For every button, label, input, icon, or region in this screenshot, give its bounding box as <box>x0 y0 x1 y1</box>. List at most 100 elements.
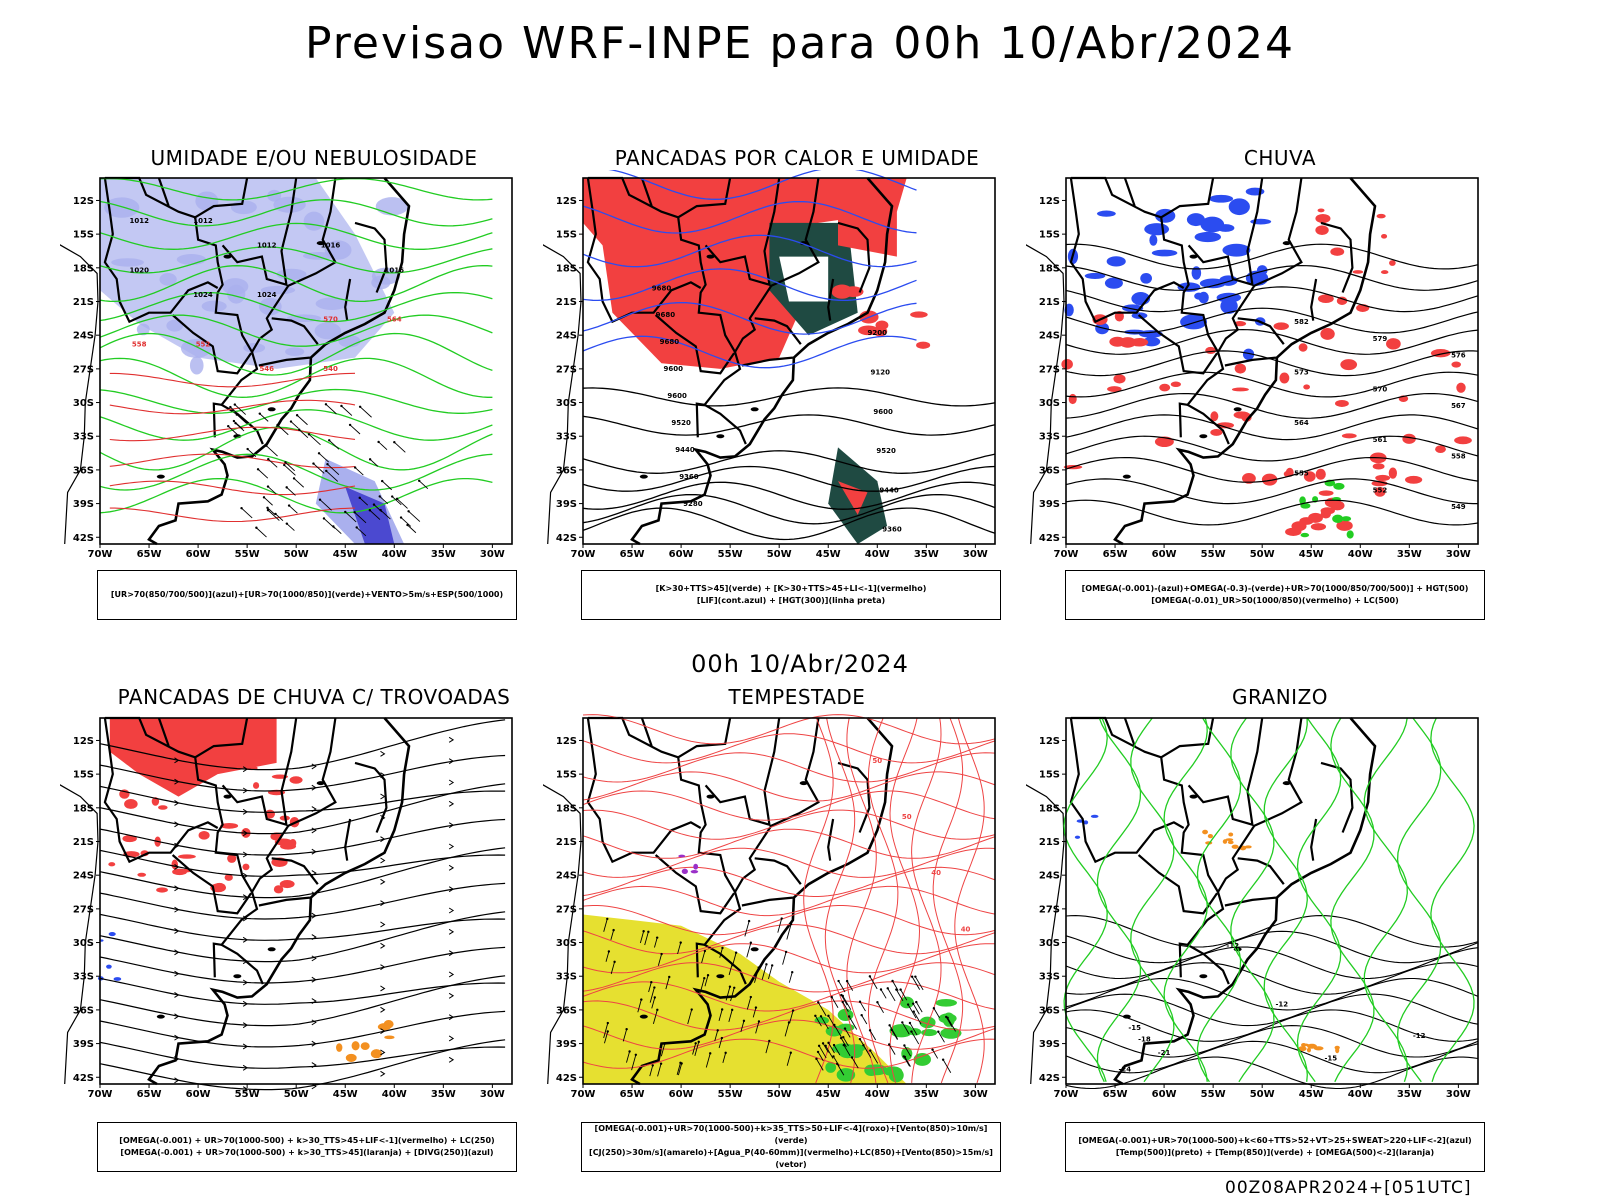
lat-tick-label: 42S <box>73 533 94 544</box>
lon-tick-label: 50W <box>767 1089 792 1100</box>
panel-title-chuva: CHUVA <box>1243 146 1317 170</box>
legend-tempestade: [OMEGA(-0.001)+UR>70(1000-500)+k>35_TTS>… <box>581 1122 1001 1172</box>
legend-line: [Temp(500)](preto) + [Temp(850)](verde) … <box>1115 1148 1435 1157</box>
lat-tick-label: 36S <box>73 1005 94 1016</box>
contour-label: 552 <box>196 340 211 348</box>
lon-tick-label: 45W <box>333 549 358 560</box>
lon-tick-label: 40W <box>1348 1089 1373 1100</box>
contour-label: 546 <box>259 365 274 373</box>
contour-label: 9520 <box>876 447 896 455</box>
legend-umidade: [UR>70(850/700/500)](azul)+[UR>70(1000/8… <box>97 570 517 620</box>
lat-tick-label: 12S <box>556 196 577 207</box>
lat-tick-label: 30S <box>556 398 577 409</box>
lon-tick-label: 55W <box>718 549 743 560</box>
lon-tick-label: 55W <box>235 549 260 560</box>
lat-tick-label: 12S <box>73 736 94 747</box>
panel-title-granizo: GRANIZO <box>1231 685 1329 709</box>
contour-label: 9360 <box>679 473 699 481</box>
lat-tick-label: 18S <box>556 263 577 274</box>
lon-tick-label: 65W <box>1103 1089 1128 1100</box>
contour-label: 9280 <box>683 500 703 508</box>
lat-tick-label: 42S <box>556 1073 577 1084</box>
legend-line: [OMEGA(-0.001)+UR>70(1000-500)+k<60+TTS>… <box>1078 1136 1472 1145</box>
lat-tick-label: 24S <box>556 331 577 342</box>
lat-tick-label: 27S <box>73 904 94 915</box>
map-trovoadas: 12S 15S 18S 21S 24S 27S 30S 33S 36S 39S 42S 70W 65W 6… <box>60 716 513 1100</box>
panel-title-tempestade: TEMPESTADE <box>728 685 866 709</box>
lat-tick-label: 21S <box>556 837 577 848</box>
lon-tick-label: 35W <box>431 1089 456 1100</box>
contour-label: 567 <box>1451 402 1466 410</box>
map-umidade: 1012 1012 1012 1016 1016 1020 1024 1024 570 564 55… <box>60 176 513 560</box>
legend-line: [OMEGA(-0.001)-(azul)+OMEGA(-0.3)-(verde… <box>1081 584 1469 593</box>
lat-tick-label: 27S <box>556 364 577 375</box>
lon-tick-label: 70W <box>1054 1089 1079 1100</box>
lat-tick-label: 18S <box>1039 263 1060 274</box>
lat-tick-label: 15S <box>1039 230 1060 241</box>
lon-tick-label: 30W <box>1446 549 1471 560</box>
lon-tick-label: 40W <box>382 1089 407 1100</box>
lon-tick-label: 70W <box>1054 549 1079 560</box>
lat-tick-label: 21S <box>556 297 577 308</box>
contour-label: 576 <box>1451 352 1466 360</box>
contour-label: 1012 <box>257 242 277 250</box>
legend-line: [OMEGA(-0.001) + UR>70(1000-500) + k>30_… <box>120 1148 494 1157</box>
contour-label: 40 <box>961 925 971 933</box>
lat-tick-label: 30S <box>73 938 94 949</box>
lon-tick-label: 50W <box>1250 1089 1275 1100</box>
legend-line: [LIF](cont.azul) + [HGT(300)](linha pret… <box>696 596 886 605</box>
lat-tick-label: 18S <box>556 803 577 814</box>
lon-tick-label: 70W <box>88 549 113 560</box>
contour-label: -12 <box>1275 1001 1288 1009</box>
legend-granizo: [OMEGA(-0.001)+UR>70(1000-500)+k<60+TTS>… <box>1065 1122 1485 1172</box>
lat-tick-label: 39S <box>1039 1039 1060 1050</box>
panel-title-pancadas-calor: PANCADAS POR CALOR E UMIDADE <box>614 146 980 170</box>
lon-tick-label: 65W <box>137 1089 162 1100</box>
contour-label: -24 <box>1119 1066 1132 1074</box>
contour-label: 570 <box>1373 385 1388 393</box>
contour-label: 573 <box>1294 368 1309 376</box>
lon-tick-label: 70W <box>571 549 596 560</box>
lat-tick-label: 30S <box>73 398 94 409</box>
panel-title-trovoadas: PANCADAS DE CHUVA C/ TROVOADAS <box>117 685 511 709</box>
lat-tick-label: 12S <box>556 736 577 747</box>
map-tempestade: 50 50 40 40 12S 15S 18S 21S 24S 27S 30S 33S 36S 39S 42… <box>543 714 996 1100</box>
lon-tick-label: 45W <box>333 1089 358 1100</box>
lon-tick-label: 30W <box>480 549 505 560</box>
lat-tick-label: 36S <box>556 1005 577 1016</box>
lat-tick-label: 27S <box>73 364 94 375</box>
lon-tick-label: 30W <box>480 1089 505 1100</box>
lon-tick-label: 65W <box>620 1089 645 1100</box>
lon-tick-label: 50W <box>767 549 792 560</box>
lon-tick-label: 65W <box>137 549 162 560</box>
lon-tick-label: 55W <box>718 1089 743 1100</box>
lat-tick-label: 21S <box>73 297 94 308</box>
forecast-time-label: 00h 10/Abr/2024 <box>691 650 909 678</box>
lon-tick-label: 55W <box>235 1089 260 1100</box>
contour-label: 9680 <box>652 284 672 292</box>
contour-label: 582 <box>1294 318 1309 326</box>
contour-label: 564 <box>1294 419 1309 427</box>
lon-tick-label: 45W <box>816 549 841 560</box>
lon-tick-label: 35W <box>431 549 456 560</box>
contour-label: 9360 <box>882 526 902 534</box>
contour-label: 50 <box>902 813 912 821</box>
contour-label: -12 <box>1413 1032 1426 1040</box>
lon-tick-label: 40W <box>382 549 407 560</box>
lon-tick-label: 45W <box>1299 549 1324 560</box>
lat-tick-label: 21S <box>1039 837 1060 848</box>
lat-tick-label: 27S <box>556 904 577 915</box>
contour-label: 9600 <box>873 408 893 416</box>
lat-tick-label: 42S <box>73 1073 94 1084</box>
lat-tick-label: 12S <box>1039 736 1060 747</box>
lon-tick-label: 60W <box>669 549 694 560</box>
lon-tick-label: 40W <box>865 549 890 560</box>
lat-tick-label: 39S <box>73 1039 94 1050</box>
lat-tick-label: 24S <box>73 871 94 882</box>
lat-tick-label: 12S <box>73 196 94 207</box>
legend-trovoadas: [OMEGA(-0.001) + UR>70(1000-500) + k>30_… <box>97 1122 517 1172</box>
contour-label: -12 <box>1226 942 1239 950</box>
lat-tick-label: 15S <box>73 770 94 781</box>
lon-tick-label: 55W <box>1201 549 1226 560</box>
lat-tick-label: 18S <box>73 263 94 274</box>
